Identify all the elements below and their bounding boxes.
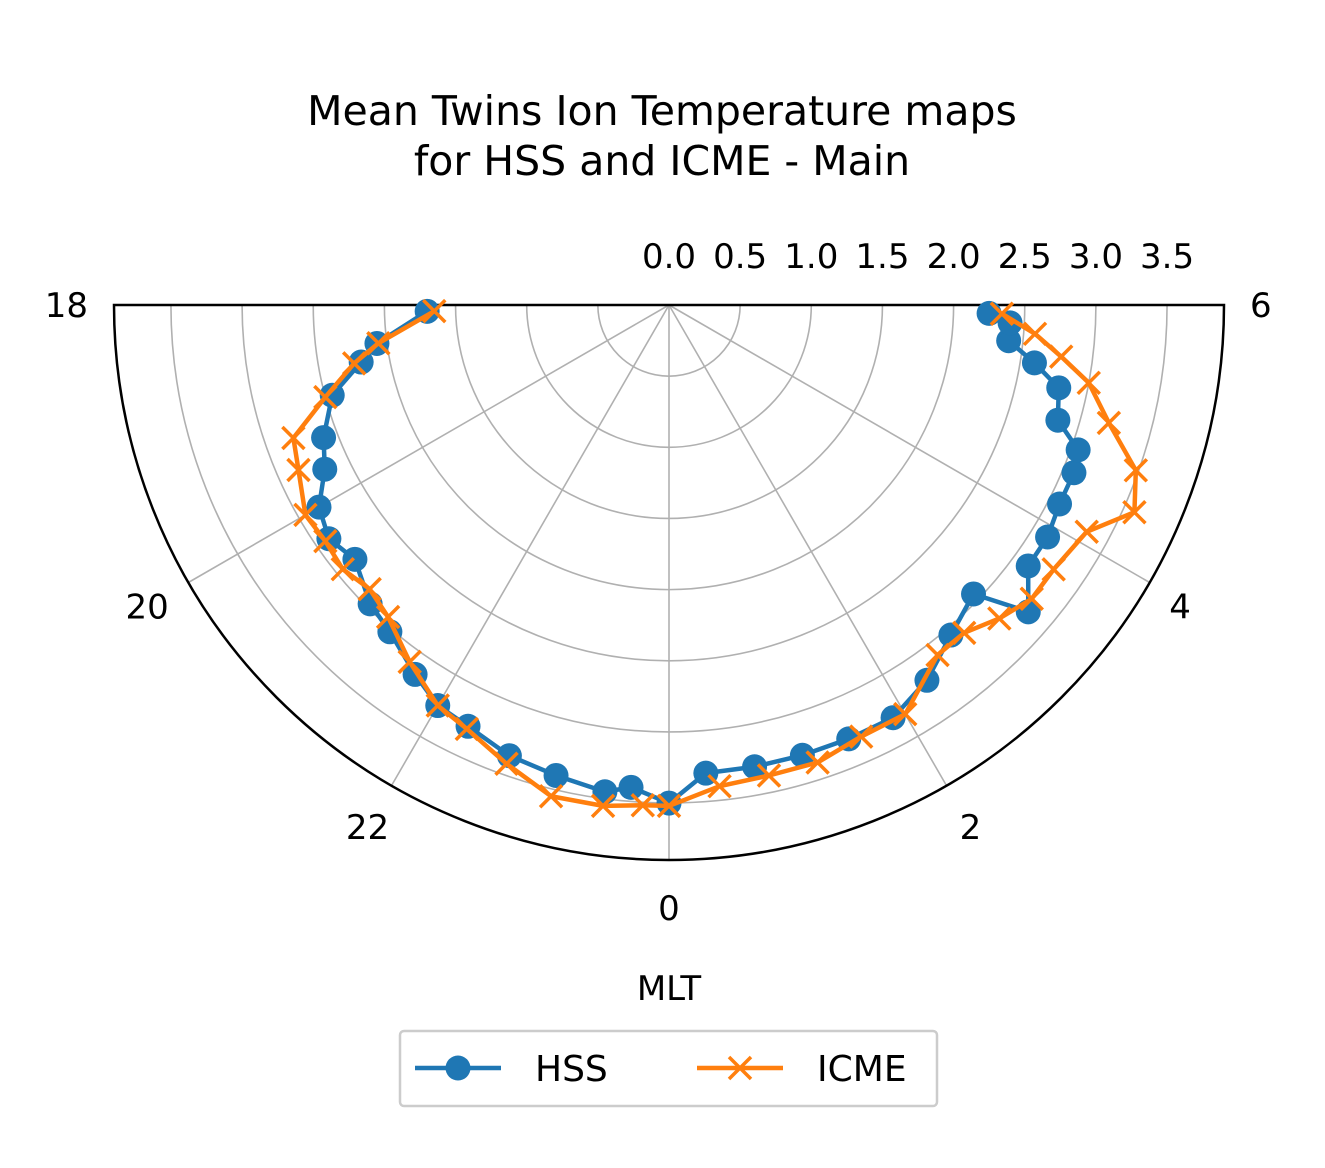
r-tick-label: 3.5 — [1140, 237, 1194, 277]
tick-labels: 0.0 0.5 1.0 1.5 2.0 2.5 3.0 3.5 0 2 4 6 18 20 22 — [45, 237, 1272, 929]
r-tick-label: 2.5 — [998, 237, 1052, 277]
theta-tick-label: 20 — [126, 588, 169, 628]
data-point — [1061, 460, 1086, 485]
r-tick-label: 1.0 — [784, 237, 838, 277]
x-axis-label: MLT — [637, 969, 702, 1009]
theta-tick-label: 6 — [1250, 286, 1272, 326]
data-point — [1050, 346, 1072, 368]
title-line: for HSS and ICME - Main — [414, 137, 910, 185]
data-point — [311, 425, 336, 450]
r-tick-label: 1.5 — [855, 237, 909, 277]
data-point — [1098, 412, 1120, 434]
legend-marker — [446, 1056, 471, 1081]
data-point — [1047, 491, 1072, 516]
r-tick-label: 0.5 — [713, 237, 767, 277]
theta-grid-line — [188, 305, 669, 583]
data-point — [1076, 521, 1098, 543]
theta-tick-label: 18 — [45, 286, 88, 326]
data-point — [1078, 372, 1100, 394]
r-tick-label: 0.0 — [642, 237, 696, 277]
legend-label: HSS — [535, 1049, 608, 1090]
theta-tick-label: 22 — [346, 808, 389, 848]
data-point — [1035, 524, 1060, 549]
data-point — [988, 607, 1010, 629]
data-point — [619, 775, 644, 800]
series-line — [319, 311, 1078, 803]
data-point — [1045, 408, 1070, 433]
data-point — [306, 495, 331, 520]
data-point — [544, 763, 569, 788]
data-point — [977, 301, 1002, 326]
data-point — [312, 457, 337, 482]
theta-tick-label: 0 — [658, 889, 680, 929]
data-point — [1016, 553, 1041, 578]
legend-label: ICME — [817, 1049, 907, 1090]
data-point — [1066, 437, 1091, 462]
theta-tick-label: 2 — [960, 808, 982, 848]
theta-tick-label: 4 — [1169, 588, 1191, 628]
r-tick-label: 2.0 — [927, 237, 981, 277]
data-point — [1046, 375, 1071, 400]
r-tick-label: 3.0 — [1069, 237, 1123, 277]
data-point — [1024, 323, 1046, 345]
legend: HSS ICME — [400, 1031, 937, 1106]
data-point — [961, 581, 986, 606]
data-point — [1043, 558, 1065, 580]
data-point — [1022, 350, 1047, 375]
title-line: Mean Twins Ion Temperature maps — [307, 87, 1017, 135]
